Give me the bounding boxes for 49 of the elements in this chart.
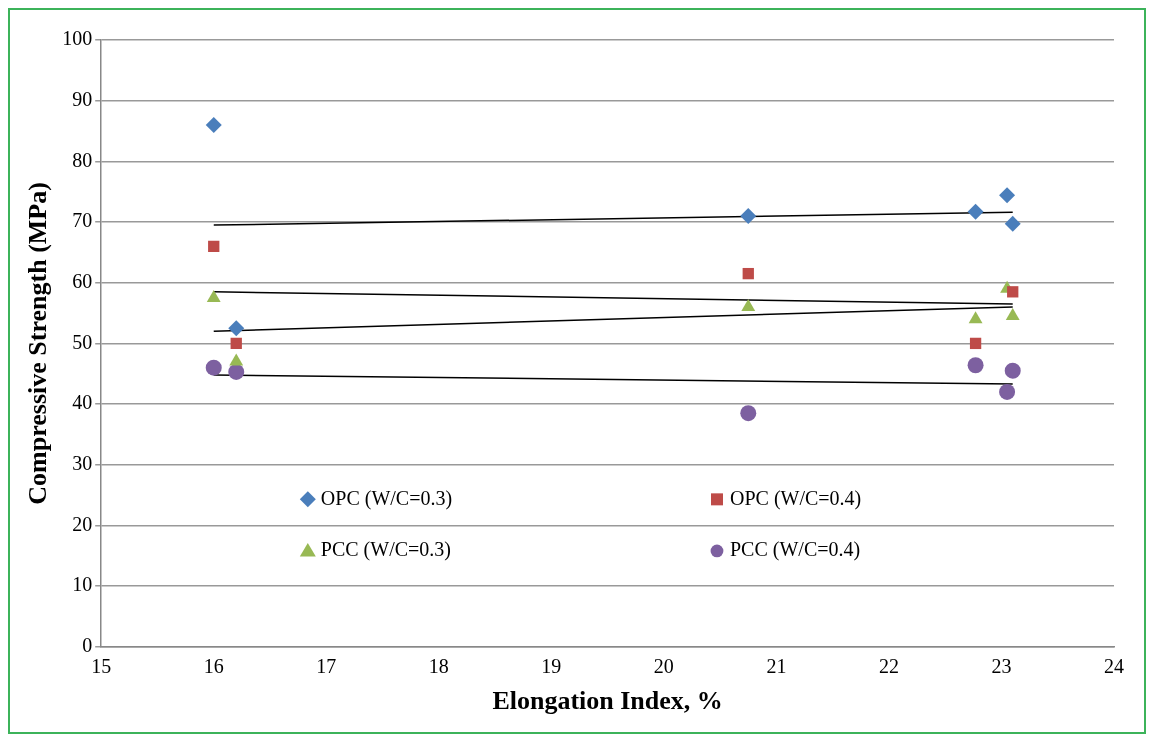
y-tick-label: 50 [72,330,93,353]
point [741,298,756,311]
x-tick-label: 21 [766,655,787,678]
point [205,359,222,376]
point [206,289,221,302]
point [208,240,220,252]
y-tick-label: 40 [72,391,93,414]
y-tick-label: 0 [82,634,93,657]
y-tick-label: 100 [62,27,93,50]
point [229,353,244,366]
point [740,207,757,224]
x-axis-title: Elongation Index, % [492,686,723,716]
legend-label: OPC (W/C=0.3) [320,486,453,510]
y-axis-title: Compressive Strength (MPa) [23,182,53,505]
legend-label: PCC (W/C=0.4) [729,538,861,562]
y-tick-label: 20 [72,512,93,535]
y-tick-label: 60 [72,269,93,292]
y-tick-label: 90 [72,87,93,110]
point [228,363,245,380]
point [999,383,1016,400]
x-tick-label: 17 [316,655,337,678]
x-tick-label: 15 [91,655,112,678]
x-tick-label: 18 [428,655,449,678]
y-tick-label: 80 [72,148,93,171]
point [1004,362,1021,379]
y-tick-label: 30 [72,452,93,475]
point [1007,286,1019,298]
x-tick-label: 22 [878,655,899,678]
point [742,267,754,280]
x-tick-label: 20 [653,655,674,678]
point [205,116,222,133]
point [968,311,983,324]
point [1004,215,1021,232]
y-tick-label: 10 [72,573,93,596]
point [230,337,242,350]
point [1005,308,1020,321]
legend-label: PCC (W/C=0.3) [320,538,451,562]
x-tick-label: 19 [541,655,562,678]
x-tick-label: 24 [1104,655,1124,678]
point [967,203,984,220]
x-tick-label: 16 [203,655,224,678]
legend-label: OPC (W/C=0.4) [729,486,862,510]
point [740,405,757,422]
point [999,187,1016,204]
y-tick-label: 70 [72,209,93,232]
point [969,337,982,350]
point [967,357,984,374]
point [228,320,245,337]
x-tick-label: 23 [991,655,1012,678]
